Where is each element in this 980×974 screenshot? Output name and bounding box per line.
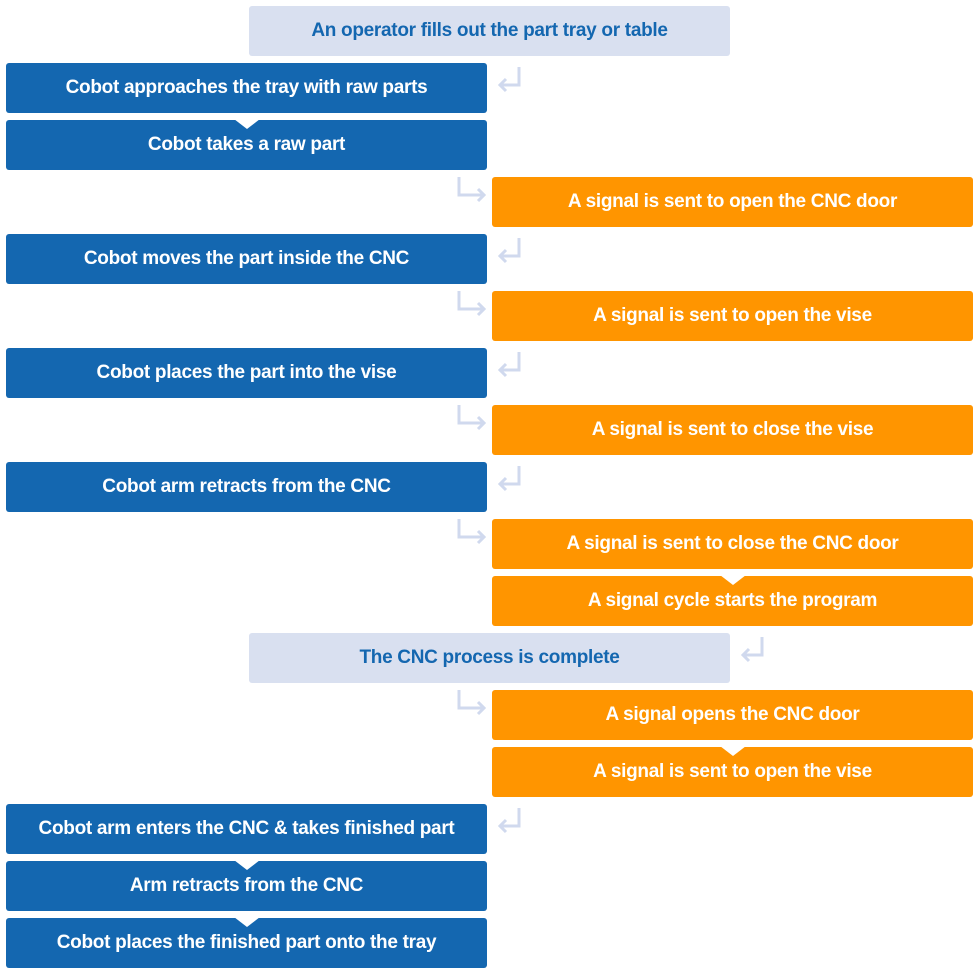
turn-right-arrow-icon	[457, 405, 487, 431]
down-arrow-notch	[719, 575, 746, 585]
turn-right-arrow-icon	[457, 291, 487, 317]
step-box-1: An operator fills out the part tray or t…	[249, 6, 730, 56]
step-box-16: Arm retracts from the CNC	[6, 860, 487, 911]
down-arrow-notch	[233, 860, 260, 870]
return-left-arrow-icon	[497, 67, 521, 93]
return-left-arrow-icon	[497, 238, 521, 264]
step-box-11: A signal cycle starts the program	[492, 575, 973, 626]
step-label: A signal is sent to open the vise	[593, 761, 872, 782]
step-label: A signal is sent to open the CNC door	[567, 191, 898, 212]
step-box-14: A signal is sent to open the vise	[492, 746, 973, 797]
turn-right-arrow-icon	[457, 519, 487, 545]
step-box-10: A signal is sent to close the CNC door	[492, 519, 973, 569]
step-box-12: The CNC process is complete	[249, 633, 730, 683]
step-label: Cobot takes a raw part	[147, 134, 346, 155]
step-box-17: Cobot places the finished part onto the …	[6, 917, 487, 968]
step-label: A signal opens the CNC door	[605, 704, 860, 725]
step-box-7: Cobot places the part into the vise	[6, 348, 487, 398]
step-label: A signal is sent to close the CNC door	[566, 533, 899, 554]
step-label: Cobot moves the part inside the CNC	[83, 248, 410, 269]
step-label: Cobot approaches the tray with raw parts	[65, 77, 428, 98]
step-box-6: A signal is sent to open the vise	[492, 291, 973, 341]
step-box-2: Cobot approaches the tray with raw parts	[6, 63, 487, 113]
step-box-9: Cobot arm retracts from the CNC	[6, 462, 487, 512]
return-left-arrow-icon	[497, 808, 521, 834]
return-left-arrow-icon	[497, 466, 521, 492]
return-left-arrow-icon	[497, 352, 521, 378]
step-label: An operator fills out the part tray or t…	[311, 20, 668, 41]
step-label: Cobot arm enters the CNC & takes finishe…	[38, 818, 455, 839]
turn-right-arrow-icon	[457, 177, 487, 203]
step-box-8: A signal is sent to close the vise	[492, 405, 973, 455]
step-label: Cobot places the part into the vise	[96, 362, 397, 383]
step-label: The CNC process is complete	[359, 647, 620, 668]
turn-right-arrow-icon	[457, 690, 487, 716]
step-box-5: Cobot moves the part inside the CNC	[6, 234, 487, 284]
step-box-3: Cobot takes a raw part	[6, 119, 487, 170]
step-box-4: A signal is sent to open the CNC door	[492, 177, 973, 227]
step-label: Cobot places the finished part onto the …	[56, 932, 437, 953]
step-label: A signal is sent to close the vise	[591, 419, 874, 440]
down-arrow-notch	[233, 917, 260, 927]
step-box-15: Cobot arm enters the CNC & takes finishe…	[6, 804, 487, 854]
step-label: Cobot arm retracts from the CNC	[102, 476, 391, 497]
down-arrow-notch	[233, 119, 260, 129]
step-box-13: A signal opens the CNC door	[492, 690, 973, 740]
down-arrow-notch	[719, 746, 746, 756]
step-label: A signal cycle starts the program	[587, 590, 878, 611]
return-left-arrow-icon	[740, 637, 764, 663]
step-label: A signal is sent to open the vise	[593, 305, 872, 326]
step-label: Arm retracts from the CNC	[129, 875, 364, 896]
